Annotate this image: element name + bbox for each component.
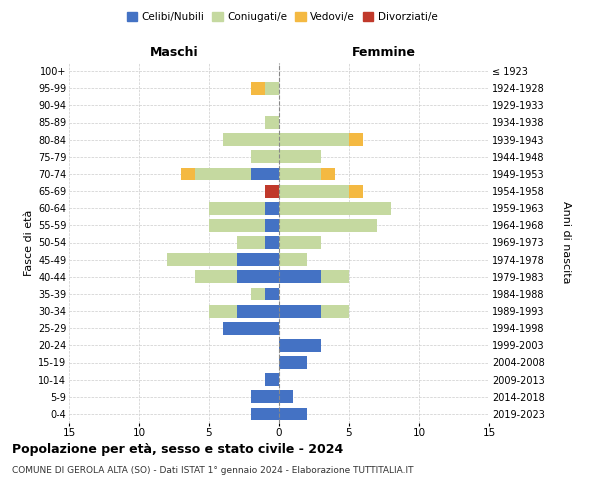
Bar (321, 304, 349, 318)
Bar (279, 168, 321, 180)
Bar (195, 270, 237, 283)
Bar (251, 82, 265, 94)
Bar (265, 82, 279, 94)
Bar (265, 219, 279, 232)
Bar (265, 288, 279, 300)
Bar (265, 116, 279, 129)
Text: Popolazione per età, sesso e stato civile - 2024: Popolazione per età, sesso e stato civil… (12, 442, 343, 456)
Y-axis label: Fasce di età: Fasce di età (23, 210, 34, 276)
Bar (279, 408, 307, 420)
Legend: Celibi/Nubili, Coniugati/e, Vedovi/e, Divorziati/e: Celibi/Nubili, Coniugati/e, Vedovi/e, Di… (122, 8, 442, 26)
Bar (349, 184, 363, 198)
Bar (237, 253, 279, 266)
Bar (209, 304, 237, 318)
Bar (279, 184, 349, 198)
Bar (321, 270, 349, 283)
Bar (265, 373, 279, 386)
Bar (279, 219, 377, 232)
Bar (265, 184, 279, 198)
Bar (279, 339, 321, 352)
Bar (279, 390, 293, 403)
Bar (195, 168, 251, 180)
Bar (209, 202, 265, 214)
Bar (279, 304, 321, 318)
Bar (279, 236, 321, 249)
Bar (237, 270, 279, 283)
Bar (223, 322, 279, 334)
Bar (321, 168, 335, 180)
Bar (279, 133, 349, 146)
Bar (209, 219, 265, 232)
Bar (251, 390, 279, 403)
Bar (279, 270, 321, 283)
Text: Femmine: Femmine (352, 46, 416, 59)
Bar (237, 304, 279, 318)
Bar (223, 133, 279, 146)
Bar (251, 168, 279, 180)
Bar (265, 236, 279, 249)
Text: Maschi: Maschi (149, 46, 199, 59)
Bar (251, 288, 265, 300)
Bar (279, 150, 321, 163)
Bar (265, 202, 279, 214)
Bar (251, 408, 279, 420)
Bar (279, 253, 307, 266)
Bar (279, 356, 307, 369)
Bar (237, 236, 265, 249)
Bar (251, 150, 279, 163)
Text: COMUNE DI GEROLA ALTA (SO) - Dati ISTAT 1° gennaio 2024 - Elaborazione TUTTITALI: COMUNE DI GEROLA ALTA (SO) - Dati ISTAT … (12, 466, 413, 475)
Bar (349, 133, 363, 146)
Bar (167, 253, 237, 266)
Bar (181, 168, 195, 180)
Y-axis label: Anni di nascita: Anni di nascita (562, 201, 571, 284)
Bar (279, 202, 391, 214)
